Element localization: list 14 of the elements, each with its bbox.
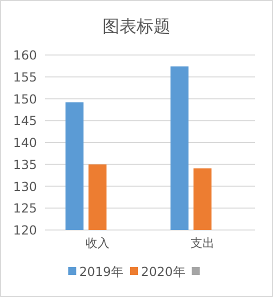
y-tick-label: 160 bbox=[13, 48, 38, 62]
y-tick-label: 140 bbox=[13, 135, 38, 150]
y-tick-label: 120 bbox=[13, 222, 38, 238]
y-tick-label: 155 bbox=[13, 69, 37, 84]
y-tick-label: 125 bbox=[13, 200, 37, 216]
chart-title: 图表标题 bbox=[102, 17, 170, 37]
x-tick-label: 支出 bbox=[190, 236, 214, 250]
y-tick-label: 145 bbox=[13, 113, 37, 128]
legend-label: 2020年 bbox=[141, 264, 186, 279]
y-tick-label: 150 bbox=[13, 91, 38, 106]
y-tick-label: 135 bbox=[13, 156, 37, 172]
legend-label: 2019年 bbox=[79, 264, 124, 279]
y-tick-label: 130 bbox=[13, 178, 38, 194]
x-tick-label: 收入 bbox=[86, 236, 110, 250]
